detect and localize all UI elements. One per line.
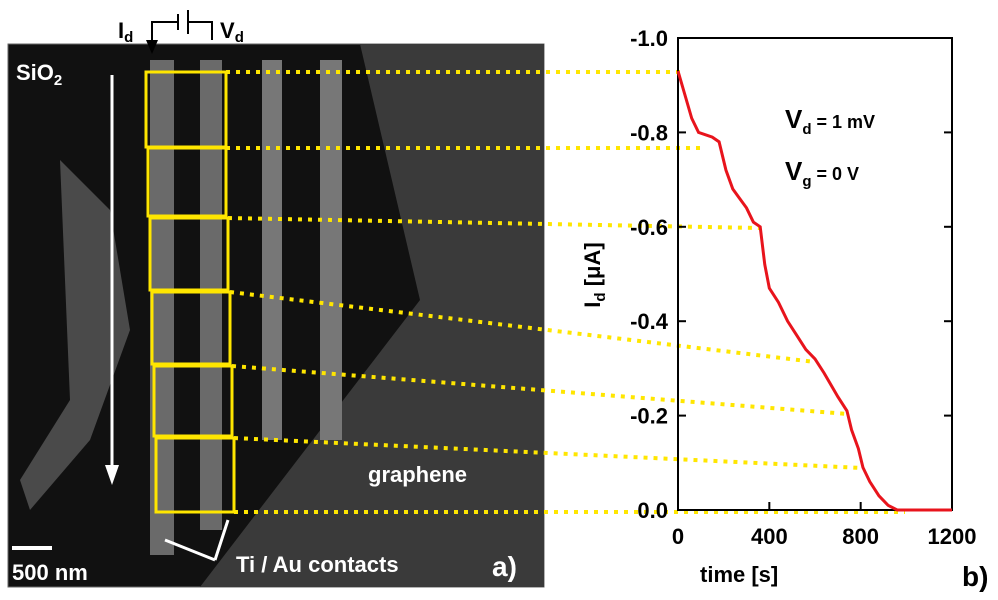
contacts-label: Ti / Au contacts xyxy=(236,552,399,577)
id-label: Id xyxy=(118,18,133,46)
y-tick-label: -0.8 xyxy=(630,120,668,145)
x-axis-label: time [s] xyxy=(700,562,778,587)
panel-label: b) xyxy=(962,561,988,592)
y-tick-label: -0.6 xyxy=(630,215,668,240)
y-tick-label: -0.4 xyxy=(630,309,669,334)
sem-image: Id Vd SiO2 graphene 500 nm Ti / Au conta… xyxy=(7,10,905,588)
chart: time [s] Id [μA] Vd = 1 mV Vg = 0 V b) -… xyxy=(580,26,988,592)
x-tick-label: 800 xyxy=(842,524,879,549)
x-tick-label: 400 xyxy=(751,524,788,549)
x-tick-label: 0 xyxy=(672,524,684,549)
data-line xyxy=(676,70,952,512)
y-tick-label: -0.2 xyxy=(630,404,668,429)
y-tick-label: 0.0 xyxy=(637,498,668,523)
y-axis-label: Id [μA] xyxy=(580,242,609,307)
annotation: Vd = 1 mV xyxy=(785,104,875,138)
vd-label: Vd xyxy=(220,18,244,46)
graphene-label: graphene xyxy=(368,462,467,487)
substrate-label: SiO2 xyxy=(16,60,62,89)
x-tick-label: 1200 xyxy=(928,524,977,549)
scale-bar-label: 500 nm xyxy=(12,560,88,585)
panel-label: a) xyxy=(492,551,517,582)
plot-frame xyxy=(677,37,953,511)
annotation: Vg = 0 V xyxy=(785,156,859,190)
y-tick-label: -1.0 xyxy=(630,26,668,51)
